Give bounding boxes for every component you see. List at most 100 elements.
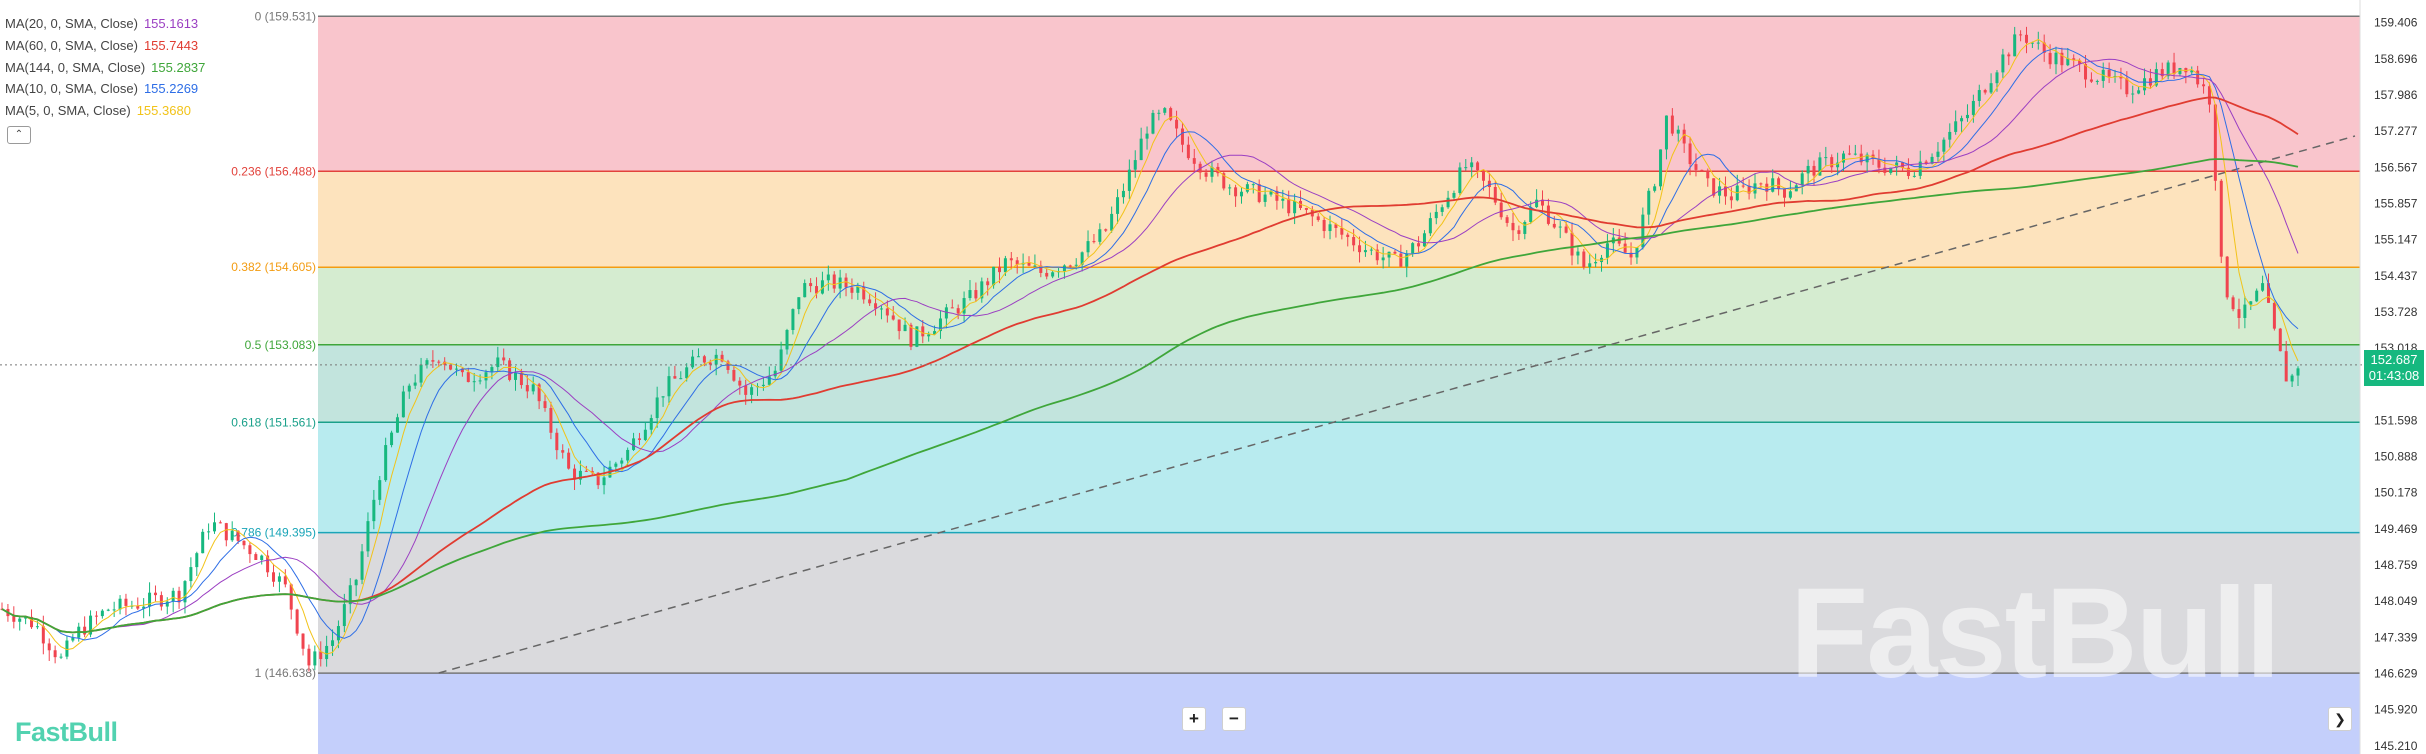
candle-body [1293,200,1297,214]
candle-body [1641,214,1645,248]
candle-body [773,370,777,377]
candle-body [1399,253,1403,267]
candle-body [649,418,653,430]
candle-body [2013,34,2017,57]
candle-body [319,651,323,660]
y-axis-tick-label: 154.437 [2374,269,2418,283]
candle-body [100,610,104,617]
candle-body [2042,42,2046,53]
legend-collapse-button[interactable]: ⌃ [7,126,31,144]
candle-body [1688,143,1692,165]
candle-body [201,531,205,554]
candle-body [165,601,169,607]
candle-body [1281,198,1285,201]
candle-body [248,545,252,555]
candle-body [519,372,523,386]
candle-body [478,380,482,382]
candle-body [1747,185,1751,194]
candle-body [1788,191,1792,198]
candle-body [1098,229,1102,242]
candle-body [1842,153,1846,163]
candle-body [927,334,931,337]
candle-body [897,319,901,332]
candle-body [1723,186,1727,197]
fib-level-label: 0.618 (151.561) [231,415,316,429]
candle-body [1387,251,1391,258]
candle-body [1446,197,1450,208]
candle-body [1163,108,1167,113]
candle-body [195,553,199,568]
candle-body [885,308,889,316]
candle-body [1877,158,1881,168]
scroll-right-button[interactable]: ❯ [2328,707,2352,731]
y-axis-tick-label: 151.598 [2374,413,2418,427]
candle-body [336,626,340,641]
candle-body [2001,54,2005,73]
candle-body [1417,243,1421,247]
candle-body [750,387,754,395]
candle-body [744,385,748,395]
candle-body [809,283,813,287]
candle-body [295,609,299,634]
candle-body [413,382,417,386]
candle-body [921,326,925,337]
candle-body [1777,178,1781,189]
candle-body [555,432,559,451]
candle-body [1287,198,1291,214]
candle-body [915,326,919,347]
fib-band [318,344,2360,423]
y-axis-tick-label: 149.469 [2374,522,2418,536]
candle-body [59,656,63,658]
candle-body [1304,207,1308,210]
legend-value: 155.3680 [136,103,191,119]
candle-body [153,592,157,596]
candle-body [596,472,600,486]
fib-band [318,267,2360,345]
legend-ma20: MA(20, 0, SMA, Close) 155.1613 [5,13,205,35]
candle-body [1906,167,1910,177]
candle-body [1847,153,1851,155]
candle-body [2125,78,2129,95]
candle-body [1682,129,1686,144]
candle-body [573,468,577,480]
candle-body [1068,265,1072,267]
candle-body [1605,243,1609,258]
candle-body [2190,70,2194,73]
candle-body [466,372,470,383]
candle-body [1245,184,1249,192]
candle-body [1623,243,1627,253]
candle-body [531,384,535,392]
candle-body [2255,290,2259,302]
candle-body [1369,249,1373,251]
candle-body [2296,368,2300,376]
ma-line [1,47,2299,641]
candle-body [578,470,582,480]
candle-body [1499,202,1503,218]
candle-body [2137,90,2141,94]
candle-body [614,463,618,467]
candle-body [909,324,913,347]
candle-body [1145,133,1149,139]
zoom-in-button[interactable]: + [1182,707,1206,731]
candle-body [655,397,659,419]
candle-body [879,308,883,310]
candle-body [661,396,665,398]
candle-body [2084,63,2088,80]
candle-body [2148,78,2152,86]
candle-body [1121,190,1125,198]
candle-body [366,521,370,552]
candle-body [1251,184,1255,186]
candle-body [1977,90,1981,101]
candle-body [1411,243,1415,254]
candle-body [307,648,311,666]
candle-body [1800,173,1804,186]
legend-label: MA(5, 0, SMA, Close) [5,103,131,119]
candle-body [2054,52,2058,65]
candle-body [1440,207,1444,212]
candle-body [1883,167,1887,173]
candle-body [1912,175,1916,177]
candle-body [2166,62,2170,77]
zoom-out-button[interactable]: − [1222,707,1246,731]
candle-body [980,281,984,299]
